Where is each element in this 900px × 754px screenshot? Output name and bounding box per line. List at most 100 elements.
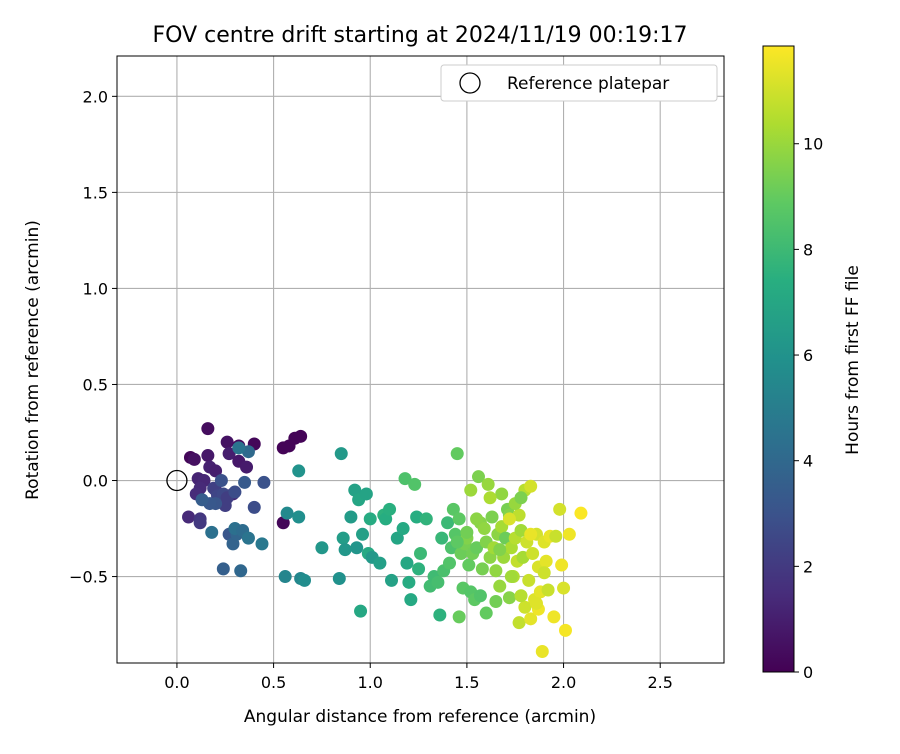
- colorbar-tick-label: 10: [803, 135, 823, 154]
- data-point: [562, 527, 576, 541]
- data-point: [522, 573, 536, 587]
- data-point: [201, 449, 215, 463]
- colorbar-tick-label: 6: [803, 346, 813, 365]
- data-point: [574, 506, 588, 520]
- data-point: [209, 464, 223, 478]
- data-point: [452, 512, 466, 526]
- data-point: [518, 600, 532, 614]
- data-point: [396, 522, 410, 536]
- data-point: [419, 512, 433, 526]
- data-point: [433, 608, 447, 622]
- data-point: [247, 500, 261, 514]
- data-point: [524, 527, 538, 541]
- data-point: [547, 610, 561, 624]
- data-point: [529, 596, 543, 610]
- data-point: [257, 475, 271, 489]
- colorbar-tick-label: 4: [803, 452, 813, 471]
- data-point: [344, 510, 358, 524]
- data-point: [412, 562, 426, 576]
- data-point: [373, 556, 387, 570]
- data-point: [489, 564, 503, 578]
- data-point: [470, 512, 484, 526]
- data-point: [400, 556, 414, 570]
- colorbar-tick-label: 0: [803, 663, 813, 682]
- data-point: [414, 547, 427, 561]
- data-point: [558, 623, 572, 637]
- data-point: [452, 610, 466, 624]
- x-axis-label: Angular distance from reference (arcmin): [244, 707, 596, 727]
- data-point: [512, 616, 526, 630]
- y-tick-label: −0.5: [69, 568, 108, 587]
- data-point: [334, 447, 348, 461]
- colorbar-label: Hours from first FF file: [843, 265, 863, 455]
- data-point: [470, 541, 484, 555]
- data-point: [201, 422, 215, 436]
- data-point: [557, 581, 571, 595]
- data-point: [483, 491, 497, 505]
- data-point: [489, 595, 503, 609]
- data-point: [479, 606, 493, 620]
- data-point: [182, 510, 196, 524]
- data-point: [464, 483, 478, 497]
- x-axis-ticks: 0.0 0.5 1.0 1.5 2.0 2.5: [164, 663, 673, 692]
- x-tick-label: 1.0: [358, 673, 383, 692]
- data-point: [232, 441, 246, 455]
- x-tick-label: 1.5: [454, 673, 479, 692]
- data-point: [473, 589, 487, 603]
- data-point: [354, 604, 368, 618]
- data-point: [460, 525, 474, 539]
- y-tick-label: 1.0: [83, 279, 108, 298]
- data-point: [526, 547, 540, 561]
- data-point: [390, 531, 404, 545]
- data-point: [524, 612, 538, 626]
- data-point: [450, 535, 464, 549]
- y-tick-label: 1.5: [83, 183, 108, 202]
- data-points: [182, 422, 588, 658]
- data-point: [462, 558, 476, 572]
- data-point: [441, 516, 455, 530]
- data-point: [408, 477, 422, 491]
- data-point: [220, 435, 234, 449]
- data-point: [493, 543, 507, 557]
- x-tick-label: 2.0: [551, 673, 576, 692]
- data-point: [502, 512, 516, 526]
- reference-marker: [166, 469, 188, 492]
- data-point: [383, 502, 397, 516]
- x-tick-label: 2.5: [647, 673, 672, 692]
- data-point: [541, 583, 555, 597]
- data-point: [298, 573, 312, 587]
- y-tick-label: 2.0: [83, 87, 108, 106]
- data-point: [499, 531, 513, 545]
- data-point: [385, 573, 399, 587]
- colorbar-ticks: 0 2 4 6 8 10: [794, 135, 823, 682]
- legend-reference-marker: [459, 72, 481, 94]
- data-point: [292, 510, 306, 524]
- data-point: [410, 510, 424, 524]
- legend-entry-reference: Reference platepar: [507, 74, 669, 94]
- data-point: [446, 502, 460, 516]
- data-point: [278, 570, 292, 584]
- data-point: [504, 570, 518, 584]
- data-point: [524, 479, 538, 493]
- data-point: [241, 531, 255, 545]
- data-point: [475, 562, 489, 576]
- data-point: [228, 485, 242, 499]
- data-point: [514, 589, 528, 603]
- data-point: [481, 477, 495, 491]
- data-point: [356, 527, 370, 541]
- data-point: [292, 464, 306, 478]
- data-point: [214, 474, 228, 488]
- data-point: [216, 562, 230, 576]
- data-point: [222, 447, 236, 461]
- data-point: [338, 543, 352, 557]
- data-point: [332, 571, 346, 585]
- y-tick-label: 0.0: [83, 472, 108, 491]
- y-tick-label: 0.5: [83, 375, 108, 394]
- data-point: [350, 541, 364, 555]
- data-point: [294, 429, 308, 443]
- data-point: [471, 470, 485, 484]
- data-point: [535, 644, 549, 658]
- legend: Reference platepar: [440, 64, 718, 102]
- data-point: [359, 487, 373, 501]
